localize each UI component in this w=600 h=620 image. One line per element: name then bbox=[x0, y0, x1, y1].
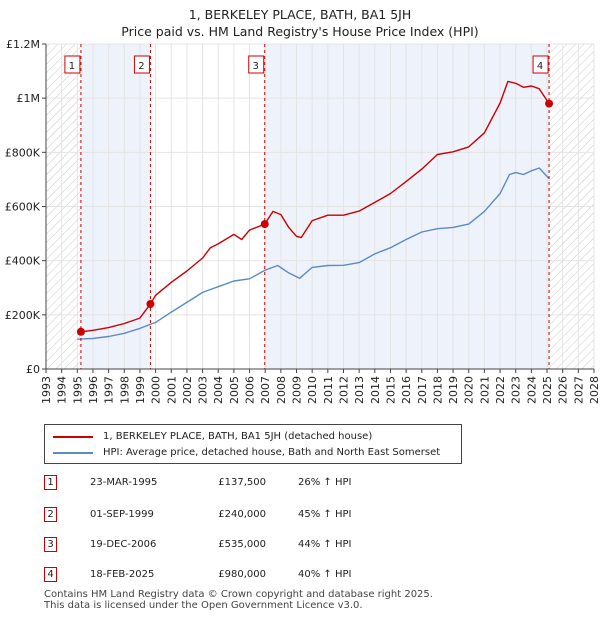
x-tick-label: 2007 bbox=[259, 376, 272, 404]
x-tick-label: 2016 bbox=[400, 376, 413, 404]
x-tick-label: 2011 bbox=[322, 376, 335, 404]
transaction-date: 23-MAR-1995 bbox=[90, 477, 158, 488]
x-tick-label: 1999 bbox=[134, 376, 147, 404]
table-row: 4 18-FEB-2025 £980,000 40% ↑ HPI bbox=[44, 566, 444, 584]
transaction-label-text: 1 bbox=[69, 61, 75, 72]
x-tick-label: 2025 bbox=[541, 376, 554, 404]
y-tick-label: £1.2M bbox=[6, 38, 40, 51]
transaction-label-text: 3 bbox=[253, 61, 259, 72]
transaction-label-box bbox=[532, 55, 549, 74]
x-tick-label: 1993 bbox=[40, 376, 53, 404]
legend-swatch-property bbox=[53, 436, 93, 438]
transaction-label-box bbox=[133, 55, 150, 74]
transaction-label-text: 2 bbox=[138, 61, 144, 72]
chart-title-line2: Price paid vs. HM Land Registry's House … bbox=[121, 24, 479, 39]
grid bbox=[45, 43, 595, 370]
transaction-label: 3 bbox=[248, 55, 265, 74]
x-tick-label: 2005 bbox=[228, 376, 241, 404]
transaction-point bbox=[260, 220, 269, 229]
property-price-line bbox=[80, 80, 550, 333]
x-tick-label: 2017 bbox=[416, 376, 429, 404]
transaction-price: £137,500 bbox=[218, 477, 266, 488]
chart-title-line1: 1, BERKELEY PLACE, BATH, BA1 5JH bbox=[188, 7, 412, 22]
transaction-hpi: 40% ↑ HPI bbox=[298, 569, 352, 580]
transaction-label-box bbox=[64, 55, 81, 74]
x-tick-label: 2004 bbox=[212, 376, 225, 404]
transaction-label-text: 4 bbox=[537, 61, 543, 72]
transaction-label: 1 bbox=[64, 55, 81, 74]
transaction-date: 01-SEP-1999 bbox=[90, 509, 154, 520]
transaction-badge: 4 bbox=[44, 567, 57, 582]
y-tick-label: £1M bbox=[17, 92, 41, 105]
legend-swatch-hpi bbox=[53, 452, 93, 454]
transaction-price: £535,000 bbox=[218, 539, 266, 550]
transaction-point bbox=[146, 300, 155, 308]
x-tick-label: 2020 bbox=[463, 376, 476, 404]
transaction-label: 4 bbox=[532, 55, 549, 74]
y-tick-label: £600K bbox=[5, 201, 41, 214]
x-tick-label: 2026 bbox=[557, 376, 570, 404]
x-tick-label: 2027 bbox=[572, 376, 585, 404]
x-tick-label: 2008 bbox=[275, 376, 288, 404]
x-tick-label: 1996 bbox=[87, 376, 100, 404]
series-layer bbox=[77, 80, 550, 340]
y-tick-label: £800K bbox=[5, 146, 41, 159]
x-tick-label: 2021 bbox=[478, 376, 491, 404]
footer-line1: Contains HM Land Registry data © Crown c… bbox=[44, 589, 433, 600]
x-tick-label: 2000 bbox=[150, 376, 163, 404]
transaction-badge: 1 bbox=[44, 475, 57, 490]
x-tick-label: 2006 bbox=[244, 376, 257, 404]
x-tick-label: 2018 bbox=[431, 376, 444, 404]
x-tick-label: 2022 bbox=[494, 376, 507, 404]
transaction-price: £240,000 bbox=[218, 509, 266, 520]
transaction-hpi: 26% ↑ HPI bbox=[298, 477, 352, 488]
transaction-date: 18-FEB-2025 bbox=[90, 569, 155, 580]
x-tick-label: 2010 bbox=[306, 376, 319, 404]
x-tick-label: 1998 bbox=[118, 376, 131, 404]
transaction-point bbox=[545, 99, 554, 108]
transaction-label: 2 bbox=[133, 55, 150, 74]
markers-layer: 1 2 3 4 bbox=[64, 44, 554, 369]
legend-label-property: 1, BERKELEY PLACE, BATH, BA1 5JH (detach… bbox=[103, 431, 373, 442]
y-tick-label: £0 bbox=[26, 363, 40, 376]
x-tick-label: 2015 bbox=[384, 376, 397, 404]
footer: Contains HM Land Registry data © Crown c… bbox=[44, 589, 433, 611]
x-tick-label: 2014 bbox=[369, 376, 382, 404]
transaction-date: 19-DEC-2006 bbox=[90, 539, 157, 550]
x-tick-label: 1994 bbox=[56, 376, 69, 404]
transaction-badge: 3 bbox=[44, 537, 57, 552]
table-row: 2 01-SEP-1999 £240,000 45% ↑ HPI bbox=[44, 506, 444, 524]
footer-line2: This data is licensed under the Open Gov… bbox=[44, 600, 363, 611]
transaction-point bbox=[76, 327, 85, 336]
table-row: 3 19-DEC-2006 £535,000 44% ↑ HPI bbox=[44, 536, 444, 554]
y-tick-label: £400K bbox=[5, 255, 41, 268]
x-tick-label: 1995 bbox=[71, 376, 84, 404]
hpi-line bbox=[77, 167, 550, 340]
x-tick-label: 1997 bbox=[103, 376, 116, 404]
transaction-hpi: 45% ↑ HPI bbox=[298, 509, 352, 520]
x-tick-label: 2028 bbox=[588, 376, 600, 404]
legend-label-hpi: HPI: Average price, detached house, Bath… bbox=[103, 447, 441, 458]
x-tick-label: 2013 bbox=[353, 376, 366, 404]
x-tick-label: 2024 bbox=[525, 376, 538, 404]
x-tick-label: 2001 bbox=[165, 376, 178, 404]
legend: 1, BERKELEY PLACE, BATH, BA1 5JH (detach… bbox=[44, 424, 462, 464]
table-row: 1 23-MAR-1995 £137,500 26% ↑ HPI bbox=[44, 474, 444, 492]
transaction-badge: 2 bbox=[44, 507, 57, 522]
transaction-price: £980,000 bbox=[218, 569, 266, 580]
x-tick-label: 2019 bbox=[447, 376, 460, 404]
transaction-hpi: 44% ↑ HPI bbox=[298, 539, 352, 550]
transaction-label-box bbox=[248, 55, 265, 74]
x-tick-label: 2023 bbox=[510, 376, 523, 404]
x-tick-label: 2012 bbox=[337, 376, 350, 404]
x-tick-label: 2009 bbox=[291, 376, 304, 404]
y-tick-label: £200K bbox=[5, 309, 41, 322]
x-tick-label: 2003 bbox=[197, 376, 210, 404]
chart-title: 1, BERKELEY PLACE, BATH, BA1 5JH Price p… bbox=[0, 6, 600, 40]
x-tick-label: 2002 bbox=[181, 376, 194, 404]
